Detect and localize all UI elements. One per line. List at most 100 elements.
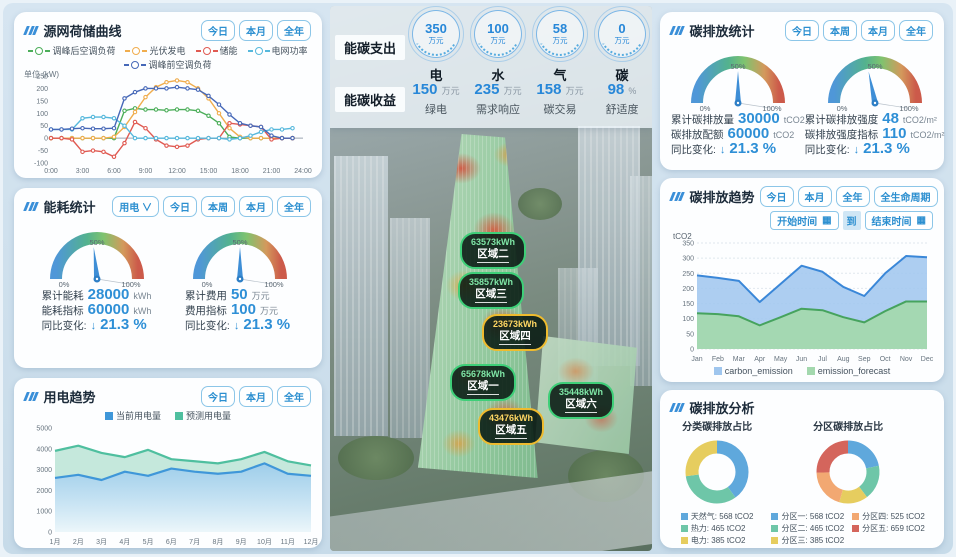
svg-text:Feb: Feb: [712, 356, 724, 363]
filter-button[interactable]: 用电 ∨: [112, 196, 159, 217]
down-arrow-icon: ↓: [233, 320, 240, 332]
gauge-stats: 累计能耗 28000 kWh 能耗指标 60000 kWh 同比变化: ↓ 21.3 %: [41, 287, 152, 333]
svg-text:50%: 50%: [232, 238, 247, 247]
expense-category-label: 电: [429, 68, 443, 83]
svg-text:Dec: Dec: [921, 356, 934, 363]
svg-text:4000: 4000: [36, 446, 52, 453]
panel-title-icon: [23, 392, 39, 401]
legend-item[interactable]: 储能: [195, 44, 238, 57]
legend-item[interactable]: 光伏发电: [125, 44, 186, 57]
svg-text:-50: -50: [38, 148, 48, 155]
income-category-label: 绿电: [425, 103, 447, 116]
calendar-icon: ▦: [822, 215, 832, 226]
start-date-input[interactable]: 开始时间 ▦: [770, 211, 839, 230]
legend-item[interactable]: 电网功率: [247, 44, 308, 57]
gauge-stat-row: 能耗指标 60000 kWh: [41, 301, 152, 318]
down-arrow-icon: ↓: [719, 144, 726, 156]
svg-text:Jan: Jan: [691, 356, 702, 363]
filter-button[interactable]: 本周: [201, 196, 235, 217]
chart-legend: 当前用电量 预测用电量: [25, 409, 311, 422]
legend-item[interactable]: 预测用电量: [175, 409, 231, 422]
legend-item[interactable]: 调峰前空调负荷: [124, 58, 212, 71]
svg-text:0%: 0%: [699, 104, 710, 113]
panel-power-trend: 用电趋势 今日 本月 全年 当前用电量 预测用电量 5000 4000 3000 2000 1…: [14, 378, 322, 548]
filter-button[interactable]: 今日: [785, 20, 819, 41]
svg-text:1月: 1月: [50, 538, 61, 546]
end-date-input[interactable]: 结束时间 ▦: [864, 211, 933, 230]
trees: [338, 436, 414, 480]
zone-marker[interactable]: 43476kWh 区域五: [478, 408, 545, 445]
svg-text:Aug: Aug: [837, 356, 850, 363]
gauge-stat-row: 同比变化: ↓ 21.3 %: [671, 140, 777, 157]
chart-legend: 调峰后空调负荷 光伏发电 储能 电网功率调峰前空调负荷: [25, 44, 311, 71]
zone-marker[interactable]: 63573kWh 区域二: [460, 232, 527, 269]
legend-item[interactable]: 调峰后空调负荷: [28, 44, 115, 57]
filter-button[interactable]: 全生命周期: [873, 186, 938, 207]
svg-text:250: 250: [682, 271, 694, 278]
filter-button[interactable]: 全年: [835, 186, 870, 207]
filter-button[interactable]: 今日: [201, 20, 235, 41]
svg-text:200: 200: [36, 86, 48, 93]
legend-item[interactable]: 分区一: 568 tCO2: [771, 511, 844, 522]
filter-button[interactable]: 全年: [277, 386, 311, 407]
svg-text:0: 0: [44, 136, 48, 143]
svg-text:3月: 3月: [96, 538, 107, 546]
energy-income-row: 能碳收益 150 万元 绿电 235 万元 需求响应 158 万元 碳交易 98 % 舒适度: [330, 81, 652, 117]
legend-item[interactable]: emission_forecast: [806, 366, 890, 376]
svg-text:50%: 50%: [89, 238, 104, 247]
legend-item[interactable]: 天然气: 568 tCO2: [680, 511, 754, 522]
filter-button[interactable]: 今日: [759, 186, 794, 207]
svg-text:Sep: Sep: [858, 356, 871, 363]
time-filter-group: 今日 本月 全年: [201, 386, 311, 407]
legend-item[interactable]: 分区三: 385 tCO2: [771, 535, 844, 546]
city-building: [334, 156, 388, 436]
filter-button[interactable]: 本周: [823, 20, 857, 41]
filter-button[interactable]: 本月: [239, 386, 273, 407]
right-column: 碳排放统计 今日 本周 本月 全年 0% 50% 100% 累计碳排放量 30000 tCO2 碳…: [660, 12, 944, 548]
legend-item[interactable]: 热力: 465 tCO2: [680, 523, 754, 534]
zone-marker[interactable]: 23673kWh 区域四: [482, 314, 549, 351]
legend-item[interactable]: carbon_emission: [713, 366, 793, 376]
panel-title: 碳排放统计: [689, 24, 755, 39]
filter-button[interactable]: 今日: [201, 386, 235, 407]
svg-text:0%: 0%: [836, 104, 847, 113]
panel-title: 碳排放分析: [689, 401, 755, 416]
building-heatmap-scene[interactable]: 能碳支出 350 万元电 100 万元水 58 万元气 0 万元碳 能碳收益 150 万元 绿电…: [330, 6, 652, 551]
gauge-stats: 累计碳排放量 30000 tCO2 碳排放配额 60000 tCO2 同比变化: ↓ 21.3 …: [671, 111, 805, 157]
legend-item[interactable]: 分区四: 525 tCO2: [852, 511, 925, 522]
expense-items: 350 万元电 100 万元水 58 万元气 0 万元碳: [405, 6, 652, 84]
power-trend-chart[interactable]: 5000 4000 3000 2000 1000 0 1月 2月 3月 4月 5月 6月 7月 8月 9月 1…: [25, 422, 318, 551]
filter-button[interactable]: 本月: [239, 20, 273, 41]
zone-marker[interactable]: 65678kWh 区域一: [450, 364, 517, 401]
filter-button[interactable]: 本月: [797, 186, 832, 207]
legend-item[interactable]: 分区五: 659 tCO2: [852, 523, 925, 534]
filter-button[interactable]: 今日: [163, 196, 197, 217]
expense-category-label: 水: [491, 68, 505, 83]
svg-text:Apr: Apr: [754, 356, 766, 363]
panel-title-icon: [669, 192, 685, 201]
svg-text:Mar: Mar: [733, 356, 746, 363]
expense-item: 100 万元水: [467, 6, 529, 84]
panel-title-icon: [23, 202, 39, 211]
legend-item[interactable]: 电力: 385 tCO2: [680, 535, 754, 546]
gauge-stat-row: 碳排放强度指标 110 tCO2/m²: [804, 125, 945, 142]
filter-button[interactable]: 全年: [899, 20, 933, 41]
legend-item[interactable]: 当前用电量: [104, 409, 161, 422]
y-axis-label: tCO2: [673, 232, 692, 241]
filter-button[interactable]: 全年: [277, 20, 311, 41]
source-grid-chart[interactable]: 250 200 150 100 50 0 -50 -100 0:00 3:00 6:00 9:00 12…: [25, 71, 312, 180]
income-category-label: 舒适度: [605, 103, 639, 116]
legend-item[interactable]: 分区二: 465 tCO2: [771, 523, 844, 534]
donut-chart[interactable]: 分区碳排放占比 分区一: 568 tCO2 分区二: 465 tCO2 分区三: 38…: [771, 418, 925, 546]
filter-button[interactable]: 本月: [239, 196, 273, 217]
carbon-trend-chart[interactable]: 350 300 250 200 150 100 50 0 Jan Feb Mar Apr May Jun J…: [671, 237, 933, 368]
donut-chart[interactable]: 分类碳排放占比 天然气: 568 tCO2 热力: 465 tCO2 电力: 385 …: [679, 418, 755, 546]
svg-text:21:00: 21:00: [263, 168, 281, 175]
gauge-stat-row: 同比变化: ↓ 21.3 %: [41, 316, 147, 333]
panel-title: 源网荷储曲线: [43, 24, 122, 39]
chart-legend: carbon_emission emission_forecast: [671, 366, 933, 376]
filter-button[interactable]: 全年: [277, 196, 311, 217]
filter-button[interactable]: 本月: [861, 20, 895, 41]
zone-marker[interactable]: 35448kWh 区域六: [548, 382, 615, 419]
zone-marker[interactable]: 35857kWh 区域三: [458, 272, 525, 309]
